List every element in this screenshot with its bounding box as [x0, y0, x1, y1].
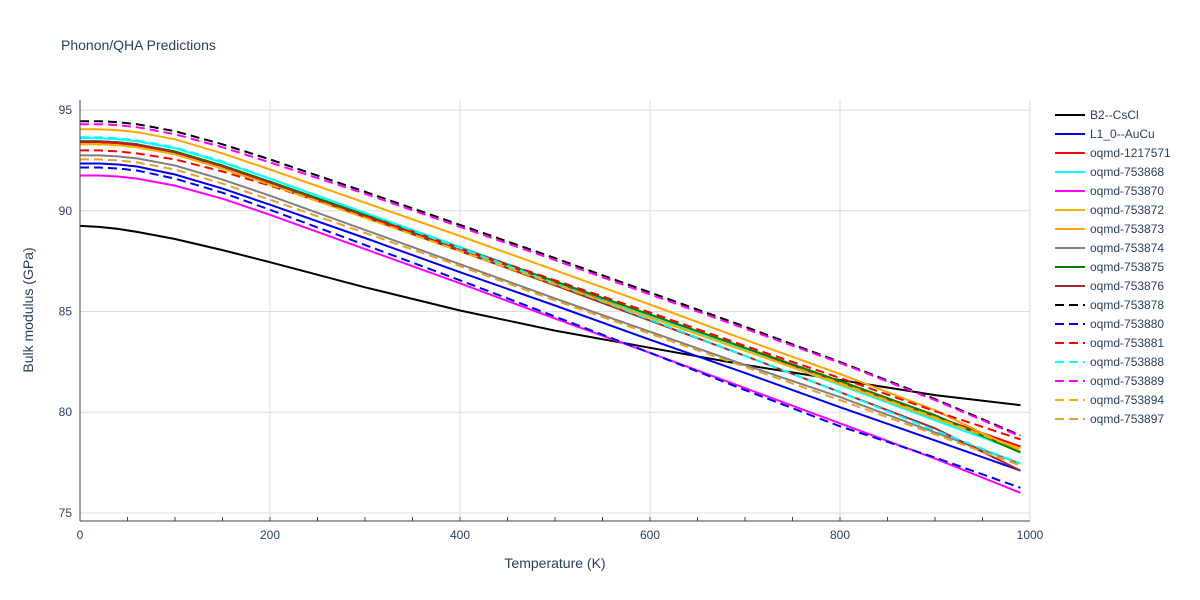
y-tick-label: 80	[59, 405, 73, 419]
chart-title: Phonon/QHA Predictions	[61, 37, 216, 53]
legend-label: oqmd-753878	[1090, 298, 1164, 312]
x-tick-label: 400	[450, 528, 470, 542]
series-line-oqmd-753894	[80, 143, 1021, 451]
series-line-oqmd-753881	[80, 149, 1021, 441]
y-tick-label: 95	[59, 103, 73, 117]
legend-label: oqmd-753868	[1090, 165, 1164, 179]
x-tick-label: 0	[77, 528, 84, 542]
x-tick-label: 1000	[1017, 528, 1044, 542]
series-line-oqmd-753878	[80, 120, 1021, 437]
series-line-L1_0--AuCu	[80, 162, 1021, 472]
legend-label: oqmd-753870	[1090, 184, 1164, 198]
x-tick-label: 800	[830, 528, 850, 542]
legend-label: B2--CsCl	[1090, 108, 1139, 122]
legend-label: oqmd-753881	[1090, 336, 1164, 350]
x-axis-title: Temperature (K)	[504, 555, 605, 571]
series-lines	[79, 120, 1021, 494]
axes	[79, 100, 1030, 522]
legend-label: oqmd-753889	[1090, 374, 1164, 388]
series-line-B2--CsCl	[79, 224, 1021, 407]
y-axis-title: Bulk modulus (GPa)	[20, 247, 36, 372]
x-tick-label: 200	[260, 528, 280, 542]
series-line-oqmd-753873	[80, 128, 1021, 453]
legend-label: oqmd-753874	[1090, 241, 1164, 255]
legend-label: oqmd-753873	[1090, 222, 1164, 236]
series-line-oqmd-753888	[80, 136, 1021, 465]
legend-label: oqmd-753897	[1090, 412, 1164, 426]
series-line-oqmd-753874	[80, 154, 1021, 465]
y-tick-label: 75	[59, 506, 73, 520]
legend-label: oqmd-1217571	[1090, 146, 1171, 160]
legend-label: oqmd-753894	[1090, 393, 1164, 407]
tick-labels: 0 200 400 600 800 1000 75 80 85 90 95	[59, 103, 1044, 542]
series-line-oqmd-753897	[80, 158, 1021, 467]
legend-label: oqmd-753880	[1090, 317, 1164, 331]
legend-label: oqmd-753875	[1090, 260, 1164, 274]
legend: B2--CsCl L1_0--AuCu oqmd-1217571 oqmd-75386…	[1055, 108, 1171, 426]
legend-label: oqmd-753872	[1090, 203, 1164, 217]
legend-label: oqmd-753888	[1090, 355, 1164, 369]
series-line-oqmd-753870	[80, 174, 1021, 494]
series-line-oqmd-753889	[80, 123, 1021, 438]
legend-label: oqmd-753876	[1090, 279, 1164, 293]
x-tick-label: 600	[640, 528, 660, 542]
y-tick-label: 85	[59, 305, 73, 319]
legend-label: L1_0--AuCu	[1090, 127, 1155, 141]
series-line-oqmd-753880	[80, 166, 1021, 489]
y-tick-label: 90	[59, 204, 73, 218]
